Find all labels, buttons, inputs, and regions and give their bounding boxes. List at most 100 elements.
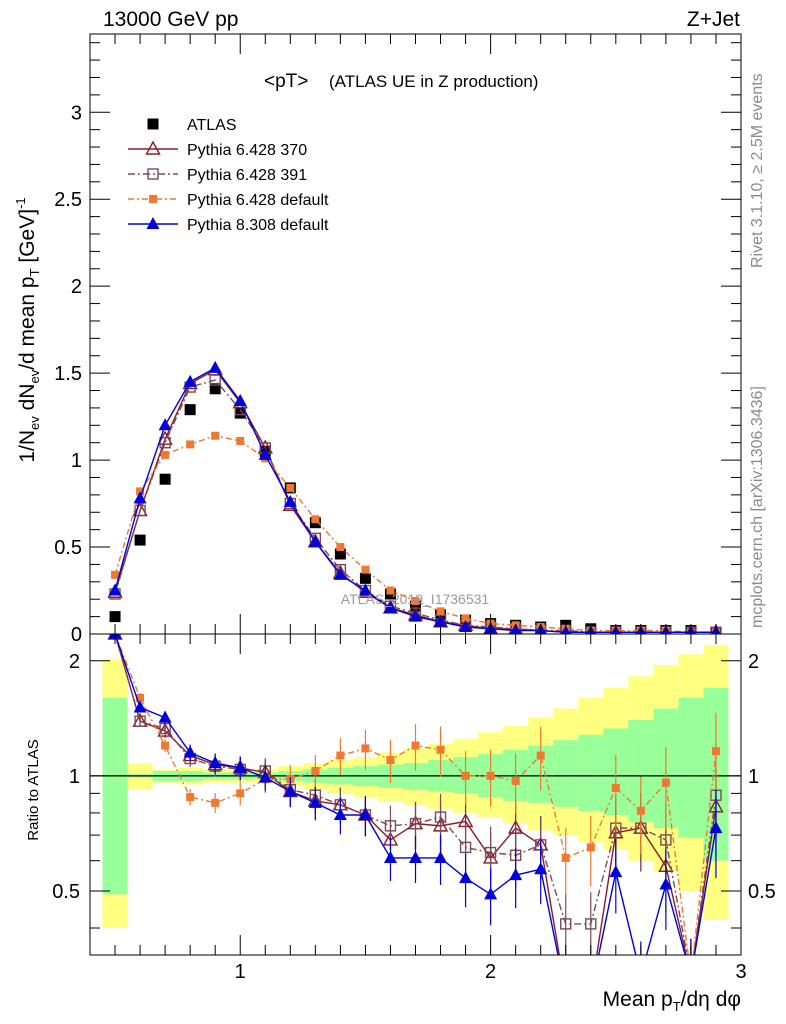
ratio-point bbox=[386, 756, 395, 765]
plot-title: <pT> bbox=[264, 71, 308, 92]
ratio-point bbox=[459, 871, 473, 884]
energy-label: 13000 GeV pp bbox=[103, 8, 238, 31]
ratio-point bbox=[308, 795, 322, 808]
data-point bbox=[434, 614, 448, 627]
data-point bbox=[411, 596, 420, 605]
ratio-point bbox=[559, 986, 572, 998]
ratio-point bbox=[358, 808, 372, 821]
data-point bbox=[386, 586, 395, 595]
ratio-point bbox=[660, 834, 672, 846]
rivet-side-label: Rivet 3.1.10, ≥ 2.5M events bbox=[749, 73, 766, 268]
data-point bbox=[410, 600, 421, 612]
x-tick-label: 2 bbox=[485, 961, 496, 983]
data-point bbox=[159, 436, 171, 449]
y-tick-label-main: 1.5 bbox=[54, 363, 82, 385]
ratio-point bbox=[161, 741, 170, 750]
ratio-plot-panel: 0.5 0.5 1 1 2 2 1 2 3 bbox=[52, 633, 776, 998]
legend-label: Pythia 8.308 default bbox=[187, 217, 329, 234]
ratio-point bbox=[409, 850, 422, 863]
data-point bbox=[233, 393, 247, 406]
data-point bbox=[311, 515, 320, 524]
data-point bbox=[184, 404, 196, 416]
ratio-series-2 bbox=[111, 634, 720, 980]
ratio-point bbox=[361, 744, 370, 753]
data-point bbox=[208, 360, 222, 373]
data-point bbox=[134, 504, 146, 517]
legend: ATLAS Pythia 6.428 370 Pythia 6.428 391 Pyt… bbox=[128, 117, 329, 234]
data-point bbox=[461, 614, 470, 623]
ratio-point bbox=[383, 850, 397, 863]
ratio-point bbox=[484, 846, 497, 859]
ratio-point bbox=[585, 918, 597, 930]
ratio-point bbox=[560, 918, 572, 930]
legend-label: Pythia 6.428 default bbox=[187, 192, 329, 209]
ratio-point bbox=[283, 784, 297, 797]
ratio-point bbox=[586, 843, 595, 852]
ratio-point bbox=[534, 862, 548, 875]
y-tick-label-main: 1 bbox=[71, 450, 82, 472]
ratio-point bbox=[684, 969, 697, 981]
legend-marker bbox=[146, 217, 160, 229]
legend-marker bbox=[147, 118, 159, 130]
ratio-point bbox=[434, 850, 448, 863]
ratio-point bbox=[536, 751, 545, 760]
ratio-point bbox=[409, 817, 422, 830]
legend-item-0: ATLAS bbox=[147, 117, 237, 134]
data-point bbox=[359, 572, 371, 584]
data-point bbox=[209, 374, 221, 386]
legend-marker bbox=[145, 140, 161, 155]
y-tick-label-main: 2 bbox=[71, 276, 82, 298]
data-point bbox=[336, 543, 345, 552]
data-point bbox=[286, 483, 295, 492]
ratio-point bbox=[634, 969, 647, 981]
legend-item-1: Pythia 6.428 370 bbox=[128, 140, 307, 159]
ratio-series-3 bbox=[108, 634, 723, 998]
data-point bbox=[133, 491, 147, 504]
ratio-point bbox=[711, 747, 720, 756]
ratio-point bbox=[311, 766, 320, 775]
y-tick-label-ratio: 1 bbox=[69, 766, 80, 788]
ratio-point bbox=[709, 821, 723, 834]
ratio-point bbox=[436, 745, 445, 754]
legend-item-3: Pythia 6.428 default bbox=[128, 192, 329, 209]
data-point bbox=[159, 473, 171, 485]
ratio-point bbox=[684, 969, 697, 981]
ratio-point bbox=[233, 760, 247, 773]
data-point bbox=[161, 450, 170, 459]
ratio-point bbox=[509, 868, 523, 881]
data-point bbox=[333, 567, 347, 580]
data-point bbox=[183, 374, 197, 387]
legend-marker bbox=[149, 195, 157, 203]
ratio-point bbox=[208, 756, 222, 769]
ratio-point bbox=[687, 972, 695, 980]
ratio-point bbox=[486, 771, 495, 780]
ratio-point bbox=[561, 853, 570, 862]
data-point bbox=[358, 583, 372, 596]
ratio-point bbox=[609, 865, 623, 878]
ratio-point bbox=[211, 798, 220, 807]
ratio-point bbox=[636, 806, 645, 815]
ratio-point bbox=[611, 783, 620, 792]
y-tick-label-ratio-right: 0.5 bbox=[748, 881, 776, 903]
ratio-point bbox=[434, 811, 447, 823]
data-point bbox=[109, 611, 121, 623]
legend-label: Pythia 6.428 370 bbox=[187, 142, 307, 159]
ratio-point bbox=[336, 751, 345, 760]
data-point bbox=[308, 534, 322, 547]
ratio-point bbox=[183, 745, 197, 758]
ratio-point bbox=[584, 986, 597, 998]
process-label: Z+Jet bbox=[687, 8, 740, 31]
x-tick-label: 3 bbox=[735, 961, 746, 983]
data-point bbox=[409, 609, 422, 622]
y-tick-label-ratio-right: 2 bbox=[748, 651, 759, 673]
y-tick-label-ratio: 0.5 bbox=[52, 881, 80, 903]
data-point bbox=[234, 407, 246, 419]
ratio-point bbox=[134, 715, 146, 727]
legend-marker bbox=[147, 168, 159, 180]
ratio-point bbox=[133, 700, 147, 713]
y-tick-label-main: 0 bbox=[71, 624, 82, 646]
ratio-point bbox=[384, 820, 397, 832]
data-point bbox=[111, 570, 120, 579]
ratio-point bbox=[584, 986, 597, 998]
